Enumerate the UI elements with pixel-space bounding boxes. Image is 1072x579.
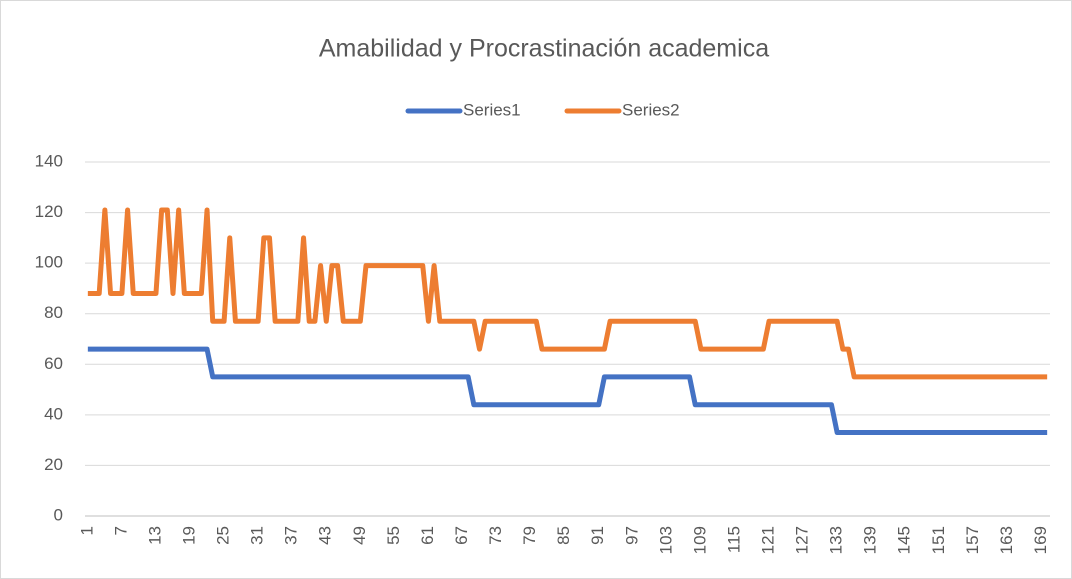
x-tick-label: 67 — [452, 526, 471, 545]
series-line — [87, 207, 1048, 380]
x-tick-label: 61 — [418, 526, 437, 545]
y-tick-label: 60 — [44, 354, 63, 373]
x-tick-label: 151 — [929, 526, 948, 554]
y-tick-label: 0 — [54, 505, 63, 524]
x-tick-label: 49 — [350, 526, 369, 545]
x-tick-label: 121 — [758, 526, 777, 554]
x-tick-label: 163 — [997, 526, 1016, 554]
x-tick-label: 127 — [793, 526, 812, 554]
y-tick-label: 140 — [35, 151, 63, 170]
x-tick-label: 109 — [690, 526, 709, 554]
x-tick-label: 13 — [145, 526, 164, 545]
x-tick-label: 79 — [520, 526, 539, 545]
x-tick-label: 91 — [588, 526, 607, 545]
x-tick-label: 31 — [248, 526, 267, 545]
x-tick-label: 7 — [111, 526, 130, 535]
y-tick-label: 40 — [44, 404, 63, 423]
x-tick-label: 97 — [622, 526, 641, 545]
legend-label: Series2 — [622, 100, 680, 119]
chart-title: Amabilidad y Procrastinación academica — [319, 35, 769, 63]
legend-label: Series1 — [463, 100, 521, 119]
x-tick-label: 169 — [1031, 526, 1050, 554]
x-tick-label: 145 — [895, 526, 914, 554]
x-tick-label: 139 — [861, 526, 880, 554]
y-tick-label: 80 — [44, 303, 63, 322]
x-tick-label: 157 — [963, 526, 982, 554]
x-tick-label: 115 — [724, 526, 743, 553]
y-tick-label: 120 — [35, 202, 63, 221]
x-tick-label: 133 — [827, 526, 846, 554]
x-tick-label: 55 — [384, 526, 403, 545]
x-tick-label: 85 — [554, 526, 573, 545]
series-line — [87, 346, 1048, 436]
x-tick-label: 43 — [316, 526, 335, 545]
x-tick-label: 73 — [486, 526, 505, 545]
x-tick-label: 25 — [214, 526, 233, 545]
x-tick-label: 19 — [179, 526, 198, 545]
x-tick-label: 103 — [656, 526, 675, 554]
x-tick-label: 1 — [77, 526, 96, 535]
y-tick-label: 20 — [44, 455, 63, 474]
y-tick-label: 100 — [35, 253, 63, 272]
x-tick-label: 37 — [282, 526, 301, 545]
